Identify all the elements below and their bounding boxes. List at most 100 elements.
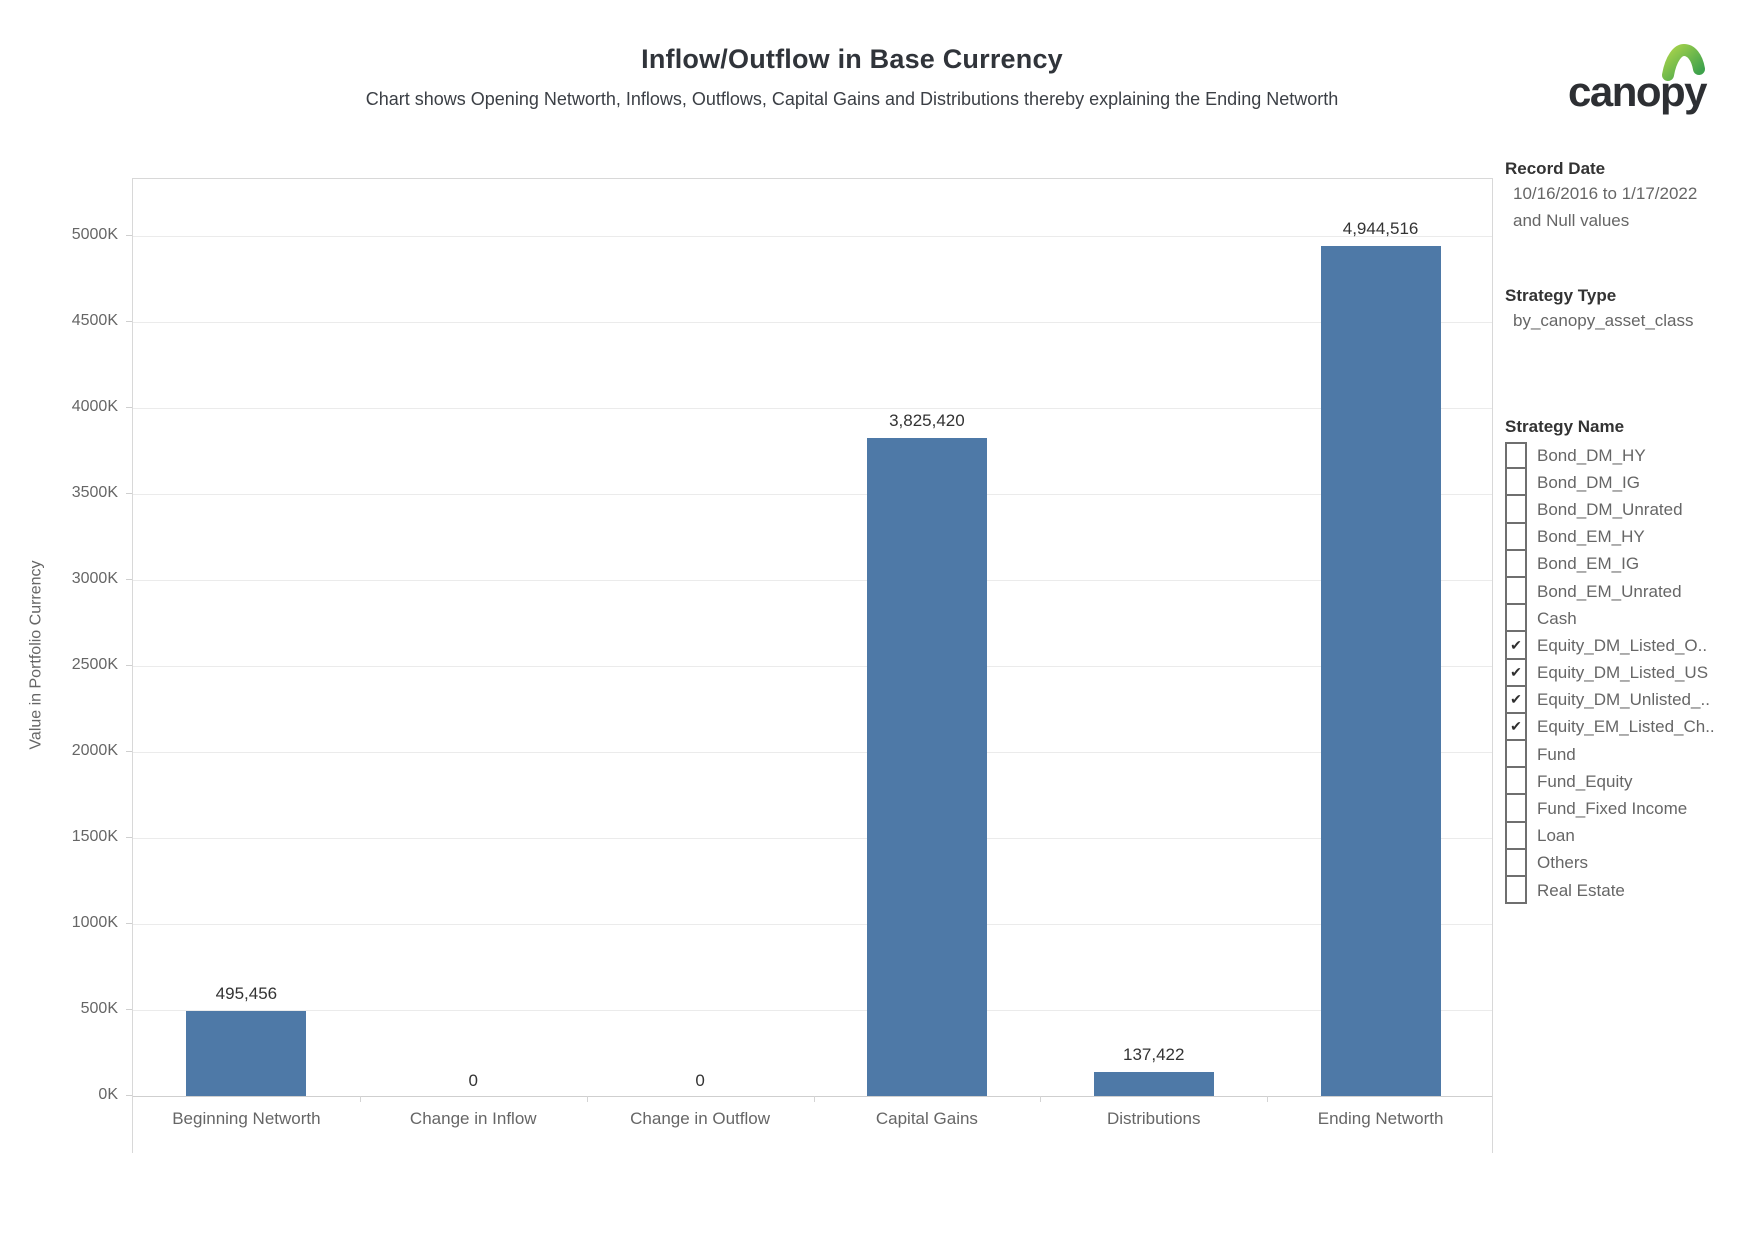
strategy-row-equity-dm-listed-o[interactable]: ✔ Equity_DM_Listed_O..: [1505, 632, 1751, 660]
checkbox-cash[interactable]: [1505, 605, 1527, 633]
checkbox-label: Others: [1537, 853, 1589, 873]
checkbox-label: Equity_EM_Listed_Ch..: [1537, 717, 1715, 737]
bar-ending-networth[interactable]: [1320, 245, 1441, 1096]
checkbox-bond-dm-hy[interactable]: [1505, 442, 1527, 470]
checkbox-label: Fund_Equity: [1537, 771, 1633, 791]
strategy-row-fund[interactable]: Fund: [1505, 741, 1751, 769]
y-gridline: [133, 666, 1492, 667]
y-gridline: [133, 494, 1492, 495]
checkmark-icon: ✔: [1510, 636, 1522, 653]
checkbox-label: Equity_DM_Listed_O..: [1537, 635, 1708, 655]
y-tick-mark: [126, 751, 132, 752]
y-tick-label: 1500K: [71, 828, 118, 845]
strategy-row-bond-dm-hy[interactable]: Bond_DM_HY: [1505, 442, 1751, 470]
record-date-filter: Record Date 10/16/2016 to 1/17/2022 and …: [1505, 158, 1697, 234]
checkbox-bond-em-unrated[interactable]: [1505, 577, 1527, 606]
bar-capital-gains[interactable]: [866, 438, 987, 1096]
checkbox-others[interactable]: [1505, 849, 1527, 877]
bar-value-label: 4,944,516: [1342, 218, 1419, 238]
x-category-label: Distributions: [1106, 1109, 1201, 1128]
y-gridline: [133, 752, 1492, 753]
y-tick-mark: [126, 407, 132, 408]
strategy-row-fund-equity[interactable]: Fund_Equity: [1505, 768, 1751, 796]
y-tick-label: 1000K: [71, 914, 118, 931]
checkbox-bond-em-ig[interactable]: [1505, 550, 1527, 578]
checkbox-real-estate[interactable]: [1505, 877, 1527, 905]
canopy-leaf-icon: [1662, 44, 1705, 81]
chart-title: Inflow/Outflow in Base Currency: [641, 44, 1063, 74]
y-tick-mark: [126, 837, 132, 838]
checkbox-loan[interactable]: [1505, 822, 1527, 850]
x-category-label: Ending Networth: [1317, 1109, 1444, 1128]
strategy-row-bond-dm-unrated[interactable]: Bond_DM_Unrated: [1505, 496, 1751, 524]
strategy-type-value: by_canopy_asset_class: [1513, 311, 1694, 330]
y-tick-label: 500K: [80, 1000, 118, 1017]
category-separator-tick: [359, 1096, 361, 1102]
checkbox-label: Equity_DM_Listed_US: [1537, 663, 1709, 683]
strategy-row-equity-dm-listed-us[interactable]: ✔ Equity_DM_Listed_US: [1505, 659, 1751, 687]
checkbox-label: Fund: [1537, 744, 1576, 764]
category-separator-tick: [1267, 1096, 1269, 1102]
strategy-name-filter: Strategy Name: [1505, 416, 1624, 438]
y-tick-label: 2500K: [71, 656, 118, 673]
strategy-row-equity-dm-unlisted[interactable]: ✔ Equity_DM_Unlisted_..: [1505, 686, 1751, 714]
strategy-row-cash[interactable]: Cash: [1505, 605, 1751, 633]
strategy-row-loan[interactable]: Loan: [1505, 822, 1751, 850]
checkbox-equity-dm-listed-o[interactable]: ✔: [1505, 632, 1527, 660]
strategy-row-bond-em-unrated[interactable]: Bond_EM_Unrated: [1505, 577, 1751, 606]
checkbox-label: Bond_EM_Unrated: [1537, 581, 1682, 601]
y-gridline: [133, 924, 1492, 925]
checkbox-equity-em-listed-ch[interactable]: ✔: [1505, 713, 1527, 742]
checkbox-label: Cash: [1537, 608, 1577, 628]
checkbox-bond-dm-ig[interactable]: [1505, 469, 1527, 497]
bar-distributions[interactable]: [1093, 1072, 1214, 1096]
category-separator-tick: [586, 1096, 588, 1102]
bar-value-label: 3,825,420: [889, 411, 965, 431]
strategy-row-bond-em-hy[interactable]: Bond_EM_HY: [1505, 523, 1751, 551]
checkbox-bond-dm-unrated[interactable]: [1505, 496, 1527, 524]
checkbox-equity-dm-listed-us[interactable]: ✔: [1505, 659, 1527, 687]
checkbox-fund-equity[interactable]: [1505, 768, 1527, 796]
strategy-name-header: Strategy Name: [1505, 417, 1625, 436]
strategy-row-others[interactable]: Others: [1505, 849, 1751, 877]
y-tick-mark: [126, 493, 132, 494]
y-tick-label: 3500K: [71, 484, 118, 501]
canopy-logo: canopy: [1568, 44, 1738, 120]
checkbox-bond-em-hy[interactable]: [1505, 523, 1527, 551]
strategy-row-bond-em-ig[interactable]: Bond_EM_IG: [1505, 550, 1751, 578]
y-tick-label: 4000K: [71, 398, 118, 415]
strategy-type-filter: Strategy Type by_canopy_asset_class: [1505, 285, 1694, 334]
canopy-logo-text: canopy: [1568, 68, 1708, 115]
chart-subtitle: Chart shows Opening Networth, Inflows, O…: [365, 89, 1339, 109]
checkbox-label: Bond_DM_Unrated: [1537, 499, 1683, 519]
y-gridline: [133, 236, 1492, 237]
y-tick-label: 4500K: [71, 312, 118, 329]
y-tick-mark: [126, 1095, 132, 1096]
strategy-row-bond-dm-ig[interactable]: Bond_DM_IG: [1505, 469, 1751, 497]
y-tick-mark: [126, 579, 132, 580]
checkmark-icon: ✔: [1510, 664, 1522, 681]
y-tick-mark: [126, 1009, 132, 1010]
x-category-label: Change in Outflow: [630, 1109, 771, 1128]
x-axis-line: [133, 1096, 1492, 1097]
checkbox-label: Equity_DM_Unlisted_..: [1537, 690, 1710, 710]
x-category-label: Change in Inflow: [409, 1109, 537, 1128]
checkbox-label: Bond_DM_IG: [1537, 472, 1640, 492]
strategy-row-fund-fixed-income[interactable]: Fund_Fixed Income: [1505, 795, 1751, 823]
bar-value-label: 0: [695, 1071, 705, 1090]
checkmark-icon: ✔: [1510, 691, 1522, 708]
strategy-row-equity-em-listed-ch[interactable]: ✔ Equity_EM_Listed_Ch..: [1505, 713, 1751, 742]
y-gridline: [133, 580, 1492, 581]
x-category-label: Capital Gains: [875, 1109, 978, 1128]
y-tick-mark: [126, 235, 132, 236]
strategy-row-real-estate[interactable]: Real Estate: [1505, 877, 1751, 905]
checkbox-fund[interactable]: [1505, 741, 1527, 769]
y-gridline: [133, 838, 1492, 839]
record-date-range: 10/16/2016 to 1/17/2022: [1513, 184, 1698, 203]
bar-beginning-networth[interactable]: [186, 1010, 307, 1096]
y-gridline: [133, 1010, 1492, 1011]
checkbox-equity-dm-unlisted[interactable]: ✔: [1505, 686, 1527, 714]
y-tick-mark: [126, 923, 132, 924]
checkbox-fund-fixed-income[interactable]: [1505, 795, 1527, 823]
category-separator-tick: [1040, 1096, 1042, 1102]
